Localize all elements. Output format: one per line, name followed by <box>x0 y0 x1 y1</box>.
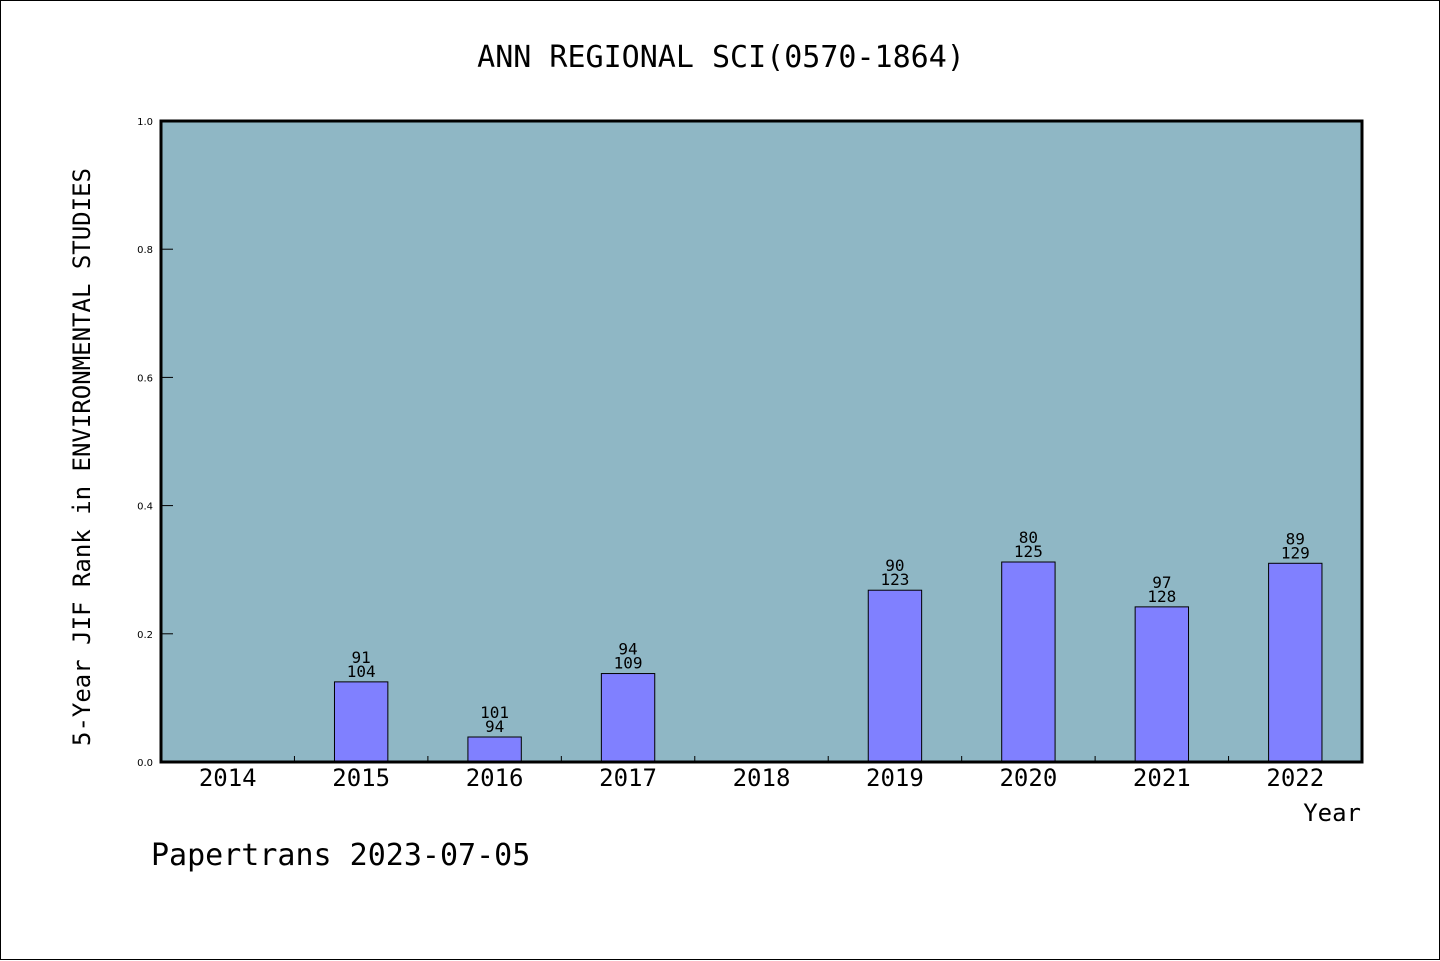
x-tick-label-2014: 2014 <box>199 764 257 792</box>
bar-total-label-2019: 123 <box>880 570 909 589</box>
y-tick-label: 0.6 <box>137 373 153 384</box>
bar-2019 <box>867 589 923 763</box>
x-axis-ticks: 2014 2015 2016 2017 2018 2019 2020 2021 2022 <box>199 756 1324 792</box>
bar-total-label-2017: 109 <box>614 654 643 673</box>
bar-rank-label-2016: 101 <box>480 703 509 722</box>
bar-2015 <box>333 681 389 763</box>
x-tick-label-2021: 2021 <box>1133 764 1191 792</box>
y-tick-label: 0.2 <box>137 630 153 641</box>
bar-total-label-2022: 129 <box>1281 543 1310 562</box>
y-tick-label: 0.0 <box>137 758 153 769</box>
bar-total-label-2016: 94 <box>485 717 504 736</box>
x-tick-label-2022: 2022 <box>1266 764 1324 792</box>
bar-rank-label-2017: 94 <box>618 640 637 659</box>
bar-total-label-2015: 104 <box>347 662 376 681</box>
bar-2022 <box>1268 562 1323 763</box>
x-axis-label: Year <box>1303 799 1361 827</box>
bar-rank-label-2019: 90 <box>885 556 904 575</box>
bar-2020 <box>1001 561 1056 763</box>
bars-group <box>333 561 1323 763</box>
bar-total-label-2020: 125 <box>1014 542 1043 561</box>
x-tick-label-2015: 2015 <box>332 764 390 792</box>
chart-title: ANN REGIONAL SCI(0570-1864) <box>477 40 965 75</box>
x-tick-label-2018: 2018 <box>733 764 791 792</box>
y-tick-label: 1.0 <box>137 117 153 128</box>
bar-2021 <box>1134 606 1190 763</box>
bar-rank-label-2015: 91 <box>352 648 371 667</box>
y-axis-label: 5-Year JIF Rank in ENVIRONMENTAL STUDIES <box>68 168 96 746</box>
x-tick-label-2017: 2017 <box>599 764 657 792</box>
bar-total-label-2021: 128 <box>1147 587 1176 606</box>
bar-rank-label-2020: 80 <box>1019 528 1038 547</box>
bar-rank-label-2022: 89 <box>1286 529 1305 548</box>
bar-rank-label-2021: 97 <box>1152 573 1171 592</box>
y-tick-label: 0.4 <box>137 502 153 513</box>
x-tick-label-2016: 2016 <box>466 764 524 792</box>
plot-border <box>159 119 1364 764</box>
bar-2017 <box>600 673 656 763</box>
footer-credit: Papertrans 2023-07-05 <box>151 838 530 873</box>
x-tick-label-2020: 2020 <box>999 764 1057 792</box>
x-tick-label-2019: 2019 <box>866 764 924 792</box>
bar-2016 <box>467 736 522 763</box>
y-tick-label: 0.8 <box>137 245 153 256</box>
